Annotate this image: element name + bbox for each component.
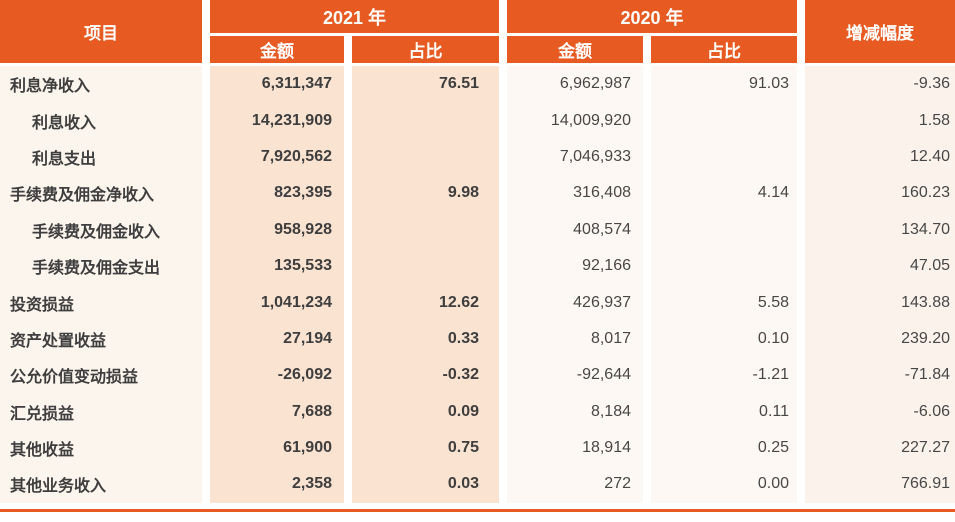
row-label-cell: 利息净收入	[0, 66, 202, 103]
amount-2021-cell: 6,311,347	[210, 66, 344, 103]
row-label-cell: 公允价值变动损益	[0, 357, 202, 394]
header-group-2021: 2021 年	[210, 0, 499, 33]
bottom-divider-rule	[0, 508, 955, 512]
amount-2021-cell: 7,920,562	[210, 138, 344, 176]
row-label-cell: 汇兑损益	[0, 393, 202, 430]
amount-2021-cell: 823,395	[210, 175, 344, 212]
amount-2021-cell: 2,358	[210, 466, 344, 503]
header-group-2020: 2020 年	[507, 0, 797, 33]
change-percent-cell: 160.23	[805, 175, 955, 212]
row-label-cell: 手续费及佣金净收入	[0, 175, 202, 212]
ratio-2021-cell	[352, 138, 499, 176]
change-percent-cell: 47.05	[805, 247, 955, 285]
ratio-2020-cell: -1.21	[651, 357, 797, 394]
change-percent-cell: -6.06	[805, 393, 955, 430]
amount-2020-cell: 8,017	[507, 320, 643, 358]
ratio-2021-cell	[352, 247, 499, 285]
amount-2021-cell: 1,041,234	[210, 284, 344, 321]
ratio-2020-cell: 0.25	[651, 429, 797, 467]
row-label-cell: 投资损益	[0, 284, 202, 321]
amount-2020-cell: 316,408	[507, 175, 643, 212]
ratio-2020-cell	[651, 102, 797, 139]
header-amount-2020: 金额	[507, 33, 643, 66]
change-percent-cell: 766.91	[805, 466, 955, 503]
change-percent-cell: 143.88	[805, 284, 955, 321]
ratio-2021-cell	[352, 211, 499, 248]
change-percent-cell: 1.58	[805, 102, 955, 139]
ratio-2021-cell: 0.33	[352, 320, 499, 358]
change-percent-cell: 134.70	[805, 211, 955, 248]
amount-2020-cell: 14,009,920	[507, 102, 643, 139]
change-percent-cell: 227.27	[805, 429, 955, 467]
amount-2021-cell: 135,533	[210, 247, 344, 285]
ratio-2020-cell	[651, 138, 797, 176]
amount-2021-cell: -26,092	[210, 357, 344, 394]
ratio-2020-cell: 4.14	[651, 175, 797, 212]
change-percent-cell: -71.84	[805, 357, 955, 394]
amount-2021-cell: 14,231,909	[210, 102, 344, 139]
ratio-2020-cell: 0.00	[651, 466, 797, 503]
amount-2020-cell: 6,962,987	[507, 66, 643, 103]
ratio-2020-cell	[651, 211, 797, 248]
table-grid: 项目 2021 年 2020 年 增减幅度 金额 占比 金额 占比 利息净收入 …	[0, 0, 955, 503]
amount-2021-cell: 7,688	[210, 393, 344, 430]
ratio-2021-cell: 76.51	[352, 66, 499, 103]
amount-2020-cell: 8,184	[507, 393, 643, 430]
header-ratio-2020: 占比	[651, 33, 797, 66]
header-amount-2021: 金额	[210, 33, 344, 66]
row-label-cell: 其他收益	[0, 429, 202, 467]
row-label-cell: 利息支出	[0, 138, 202, 176]
change-percent-cell: 239.20	[805, 320, 955, 358]
header-ratio-2021: 占比	[352, 33, 499, 66]
amount-2020-cell: -92,644	[507, 357, 643, 394]
ratio-2021-cell: 0.09	[352, 393, 499, 430]
amount-2021-cell: 61,900	[210, 429, 344, 467]
amount-2020-cell: 272	[507, 466, 643, 503]
ratio-2021-cell: 12.62	[352, 284, 499, 321]
header-item-column: 项目	[0, 0, 202, 66]
ratio-2020-cell: 91.03	[651, 66, 797, 103]
ratio-2021-cell: -0.32	[352, 357, 499, 394]
ratio-2021-cell: 0.03	[352, 466, 499, 503]
row-label-cell: 手续费及佣金收入	[0, 211, 202, 248]
change-percent-cell: -9.36	[805, 66, 955, 103]
amount-2020-cell: 7,046,933	[507, 138, 643, 176]
amount-2020-cell: 18,914	[507, 429, 643, 467]
ratio-2021-cell: 9.98	[352, 175, 499, 212]
ratio-2020-cell: 5.58	[651, 284, 797, 321]
amount-2020-cell: 92,166	[507, 247, 643, 285]
amount-2020-cell: 426,937	[507, 284, 643, 321]
header-change-column: 增减幅度	[805, 0, 955, 66]
change-percent-cell: 12.40	[805, 138, 955, 176]
ratio-2020-cell: 0.11	[651, 393, 797, 430]
row-label-cell: 手续费及佣金支出	[0, 247, 202, 285]
row-label-cell: 其他业务收入	[0, 466, 202, 503]
row-label-cell: 资产处置收益	[0, 320, 202, 358]
row-label-cell: 利息收入	[0, 102, 202, 139]
ratio-2020-cell	[651, 247, 797, 285]
amount-2021-cell: 958,928	[210, 211, 344, 248]
ratio-2021-cell	[352, 102, 499, 139]
ratio-2021-cell: 0.75	[352, 429, 499, 467]
ratio-2020-cell: 0.10	[651, 320, 797, 358]
amount-2021-cell: 27,194	[210, 320, 344, 358]
amount-2020-cell: 408,574	[507, 211, 643, 248]
